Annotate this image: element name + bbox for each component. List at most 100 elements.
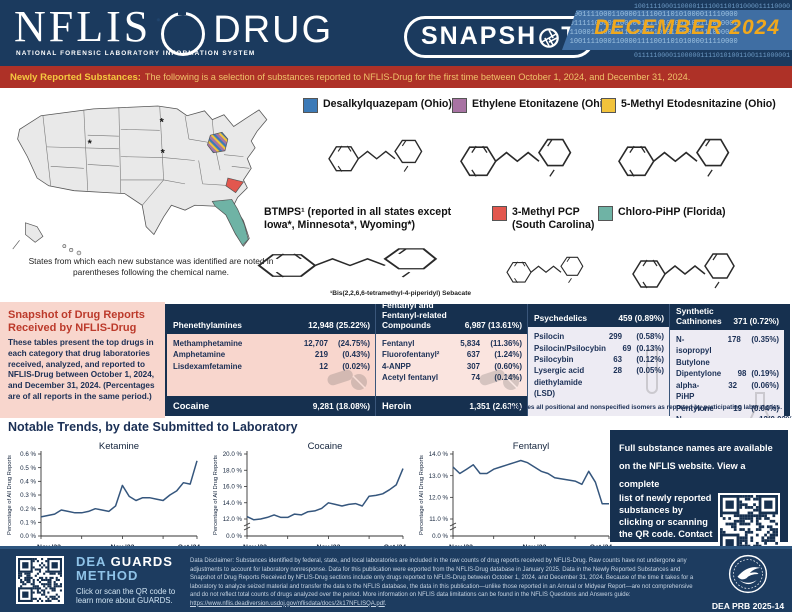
drug-row: Amphetamine 219 (0.43%) <box>173 350 370 360</box>
svg-text:Fentanyl: Fentanyl <box>513 441 549 452</box>
info-line1: Full substance names are available on th… <box>619 443 773 489</box>
alaska <box>12 222 44 250</box>
drug-row: Lisdexamfetamine 12 (0.02%) <box>173 361 370 371</box>
nflis-wordmark: NFLIS <box>14 2 152 51</box>
chemical-structure-desalkylquazepam <box>328 139 423 173</box>
table-footnote: ²Includes all positional and nonspecifie… <box>506 404 782 411</box>
drug-category-column: Psychedelics 459 (0.89%) Psilocin 299 (0.58%… <box>527 304 669 416</box>
trend-chart-fentanyl: Fentanyl Percentage of All Drug Reports 11… <box>416 440 616 563</box>
binary-decoration: 0111110000110000011110101001100111000001 <box>633 52 790 59</box>
camera-shutter-icon <box>539 27 559 48</box>
drug-category-column: Fentanyl and Fentanyl-related Compounds 6… <box>375 300 527 416</box>
svg-text:Cocaine: Cocaine <box>308 441 343 452</box>
dea-seal-icon <box>728 554 768 594</box>
svg-text:16.0 %: 16.0 % <box>223 484 243 491</box>
state-borders <box>42 105 250 206</box>
chemical-structure-chloro-pihp <box>632 253 735 289</box>
trends-title: Notable Trends, by date Submitted to Lab… <box>8 420 298 434</box>
svg-text:Percentage of All Drug Reports: Percentage of All Drug Reports <box>7 455 13 535</box>
map-section: * * * States from which each new substance… <box>0 88 792 302</box>
legend-swatch-yellow <box>601 98 616 113</box>
us-outline <box>17 105 268 247</box>
legend-item-ethylene-etonitazene: Ethylene Etonitazene (Ohio) <box>452 98 613 113</box>
substance-info-box: Full substance names are available on th… <box>610 430 788 563</box>
category-footer: Cocaine 9,281 (18.08%) <box>167 396 375 416</box>
data-disclaimer: Data Disclaimer: Substances identified b… <box>190 558 694 607</box>
snapshot-panel-body: These tables present the top drugs in ea… <box>8 338 155 401</box>
legend-item-chloro-pihp: Chloro-PiHP (Florida) <box>598 206 726 221</box>
state-south-carolina <box>225 177 245 194</box>
svg-text:0.5 %: 0.5 % <box>20 465 36 472</box>
header: NFLIS DRUG NATIONAL FORENSIC LABORATORY … <box>0 0 792 66</box>
category-footer-empty <box>528 401 669 416</box>
nflis-qa-link[interactable]: https://www.nflis.deadiversion.usdoj.gov… <box>190 600 385 607</box>
drug-row: Psilocybin 63 (0.12%) <box>534 354 664 364</box>
chemical-structure-5-methyl-etodesnitazine <box>618 138 730 178</box>
legend-swatch-blue <box>303 98 318 113</box>
svg-text:12.0 %: 12.0 % <box>429 495 449 502</box>
nflis-tagline: NATIONAL FORENSIC LABORATORY INFORMATION… <box>16 50 256 57</box>
legend-item-5-methyl-etodesnitazine: 5-Methyl Etodesnitazine (Ohio) <box>601 98 776 113</box>
drug-wordmark: DRUG <box>213 9 334 51</box>
nflis-logo: NFLIS DRUG <box>14 4 333 56</box>
svg-text:14.0 %: 14.0 % <box>223 500 243 507</box>
svg-text:0.0 %: 0.0 % <box>226 533 242 540</box>
chemical-structure-ethylene-etonitazene <box>460 138 572 178</box>
binary-decoration: 1001111000110000111100110101000011110000 <box>633 3 790 10</box>
drug-report-table: Phenethylamines 12,948 (25.22%) Methamphet… <box>165 300 792 440</box>
trend-chart-cocaine: Cocaine Percentage of All Drug Reports 12.… <box>210 440 410 563</box>
drug-row: alpha-PiHP 32 (0.06%) <box>676 380 779 402</box>
drug-row: Methamphetamine 12,707 (24.75%) <box>173 339 370 348</box>
svg-text:Ketamine: Ketamine <box>99 441 139 452</box>
btmps-footnote: ¹Bis(2,2,6,6-tetramethyl-4-piperidyl) Se… <box>330 290 472 297</box>
svg-text:13.0 %: 13.0 % <box>429 473 449 480</box>
dea-seal-block: DEA PRB 2025-14 <box>708 553 788 611</box>
svg-text:14.0 %: 14.0 % <box>429 451 449 458</box>
svg-text:0.3 %: 0.3 % <box>20 492 36 499</box>
svg-text:0.0 %: 0.0 % <box>20 533 36 540</box>
svg-text:*: * <box>160 116 165 128</box>
category-body: Methamphetamine 12,707 (24.75%) Amphetamine… <box>167 334 375 396</box>
hawaii <box>62 244 82 256</box>
drug-row: 4-ANPP 307 (0.60%) <box>382 361 522 371</box>
svg-text:18.0 %: 18.0 % <box>223 467 243 474</box>
map-caption: States from which each new substance was… <box>28 256 274 277</box>
legend-item-3-methyl-pcp: 3-Methyl PCP (South Carolina) <box>492 206 594 231</box>
state-florida <box>211 199 249 246</box>
banner-lead: Newly Reported Substances: <box>10 71 141 83</box>
snapshot-section: Snapshot of Drug Reports Received by NFL… <box>0 300 792 440</box>
drug-row: N-isopropyl Butylone 178 (0.35%) <box>676 335 779 367</box>
footer: DEA GUARDS METHOD Click or scan the QR c… <box>0 546 792 612</box>
drug-row: Fluorofentanyl² 637 (1.24%) <box>382 350 522 360</box>
svg-text:*: * <box>161 148 166 160</box>
us-map: * * * <box>12 105 268 256</box>
snapshot-panel-title: Snapshot of Drug Reports Received by NFL… <box>8 309 145 334</box>
guards-block: DEA GUARDS METHOD Click or scan the QR c… <box>76 554 186 606</box>
state-ohio-striped <box>207 131 229 154</box>
svg-text:20.0 %: 20.0 % <box>223 451 243 458</box>
category-body: Fentanyl 5,834 (11.36%) Fluorofentanyl² 637(… <box>376 334 527 396</box>
trend-chart-ketamine: Ketamine Percentage of All Drug Reports 0.… <box>4 440 204 563</box>
newly-reported-banner: Newly Reported Substances: The following… <box>0 66 792 88</box>
banner-text: The following is a selection of substanc… <box>144 72 691 82</box>
drug-category-column: Phenethylamines 12,948 (25.22%) Methamphet… <box>167 304 375 416</box>
drug-category-column: Synthetic Cathinones 371 (0.72%) N-isoprop… <box>669 304 792 440</box>
publication-number: DEA PRB 2025-14 <box>711 601 785 611</box>
svg-text:0.4 %: 0.4 % <box>20 479 36 486</box>
guards-qr-code[interactable] <box>16 556 64 604</box>
drug-row: Dipentylone 98 (0.19%) <box>676 369 779 379</box>
category-body: Psilocin 299 (0.58%) Psilocin/Psilocybin 69(… <box>528 327 669 402</box>
drug-row: Psilocin/Psilocybin 69 (0.13%) <box>534 343 664 353</box>
svg-text:*: * <box>88 138 93 150</box>
legend-swatch-teal <box>598 206 613 221</box>
svg-text:0.2 %: 0.2 % <box>20 506 36 513</box>
chemical-structure-3-methyl-pcp <box>506 256 584 284</box>
svg-text:12.0 %: 12.0 % <box>223 516 243 523</box>
svg-text:0.6 %: 0.6 % <box>20 451 36 458</box>
category-header: Psychedelics 459 (0.89%) <box>534 313 664 324</box>
legend-item-desalkylquazepam: Desalkylquazepam (Ohio) <box>303 98 452 113</box>
svg-text:Percentage of All Drug Reports: Percentage of All Drug Reports <box>419 455 425 535</box>
guards-caption: Click or scan the QR code to learn more … <box>76 586 176 606</box>
